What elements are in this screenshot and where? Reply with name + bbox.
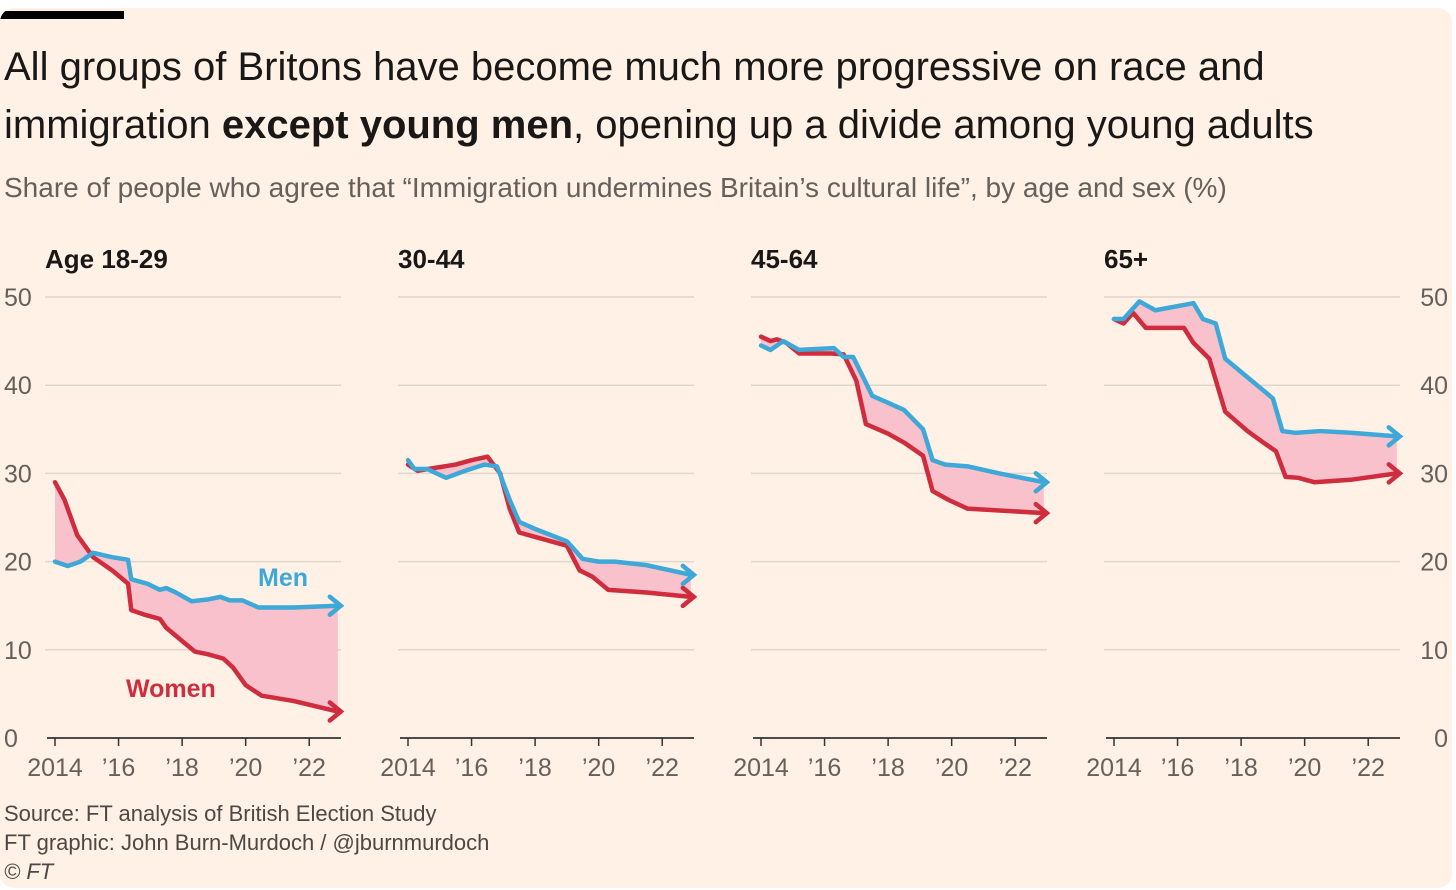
y-tick-label-left: 10 [4,637,32,665]
x-tick-label: ’22 [999,754,1032,782]
x-tick-label: ’20 [1288,754,1321,782]
x-tick-label: 2014 [1086,754,1142,782]
chart-headline: All groups of Britons have become much m… [4,38,1449,154]
men-arrowhead [1033,470,1051,494]
panel-title: 65+ [1104,244,1148,274]
women-line [405,454,694,600]
x-tick-label: 2014 [27,754,83,782]
x-tick-label: ’22 [646,754,679,782]
gap-area [55,482,338,712]
women-series-label: Women [126,675,216,703]
panel-title: Age 18-29 [45,244,168,274]
y-tick-label-right: 0 [1434,725,1448,753]
y-tick-label-left: 40 [4,372,32,400]
headline-part-2: , opening up a divide among young adults [573,103,1314,147]
y-tick-label-left: 50 [4,284,32,312]
gap-area [761,336,1044,514]
y-tick-label-left: 0 [4,725,18,753]
gap-area [408,456,691,597]
source-note: Source: FT analysis of British Election … [4,801,437,826]
y-tick-label-right: 10 [1420,637,1448,665]
panel-title: 45-64 [751,244,818,274]
y-tick-label-right: 40 [1420,372,1448,400]
men-arrowhead [1386,425,1404,448]
headline-part-1: All groups of Britons have become much m… [4,45,1265,147]
women-arrowhead [1033,501,1051,525]
x-tick-label: ’18 [871,754,904,782]
women-arrowhead [1386,462,1404,485]
headline-emphasis: except young men [221,103,574,147]
panel-title: 30-44 [398,244,465,274]
men-line [758,338,1047,485]
x-tick-label: ’22 [293,754,326,782]
chart-card: All groups of Britons have become much m… [0,8,1452,888]
x-tick-label: 2014 [380,754,436,782]
x-tick-label: ’20 [582,754,615,782]
women-arrowhead [327,700,345,723]
men-series-label: Men [258,564,308,592]
x-tick-label: ’20 [229,754,262,782]
men-line [405,457,694,578]
x-tick-label: ’16 [455,754,488,782]
gap-area [1114,301,1397,483]
women-arrowhead [680,585,698,609]
y-tick-label-right: 50 [1420,284,1448,312]
y-tick-label-right: 30 [1420,460,1448,488]
x-tick-label: ’16 [102,754,135,782]
men-line [52,550,341,610]
x-tick-label: ’16 [808,754,841,782]
women-line [52,479,341,714]
y-tick-label-left: 20 [4,549,32,577]
women-line [1111,310,1400,485]
small-multiples-chart: 0 0 10 10 20 20 30 30 40 40 50 50 2014 ’16 ’18 ’20 ’22 Ag… [4,244,1448,782]
x-tick-label: 2014 [733,754,789,782]
x-tick-label: ’16 [1161,754,1194,782]
x-tick-label: ’18 [518,754,551,782]
y-tick-label-left: 30 [4,460,32,488]
x-tick-label: ’22 [1352,754,1385,782]
chart-subtitle: Share of people who agree that “Immigrat… [4,172,1227,203]
copyright-note: © FT [4,859,54,884]
ft-brand-bar [0,11,124,19]
y-tick-label-right: 20 [1420,549,1448,577]
x-tick-label: ’18 [1224,754,1257,782]
men-arrowhead [327,594,345,617]
x-tick-label: ’18 [165,754,198,782]
x-tick-label: ’20 [935,754,968,782]
men-line [1111,299,1400,439]
graphic-credit: FT graphic: John Burn-Murdoch / @jburnmu… [4,830,490,855]
men-arrowhead [680,563,698,587]
